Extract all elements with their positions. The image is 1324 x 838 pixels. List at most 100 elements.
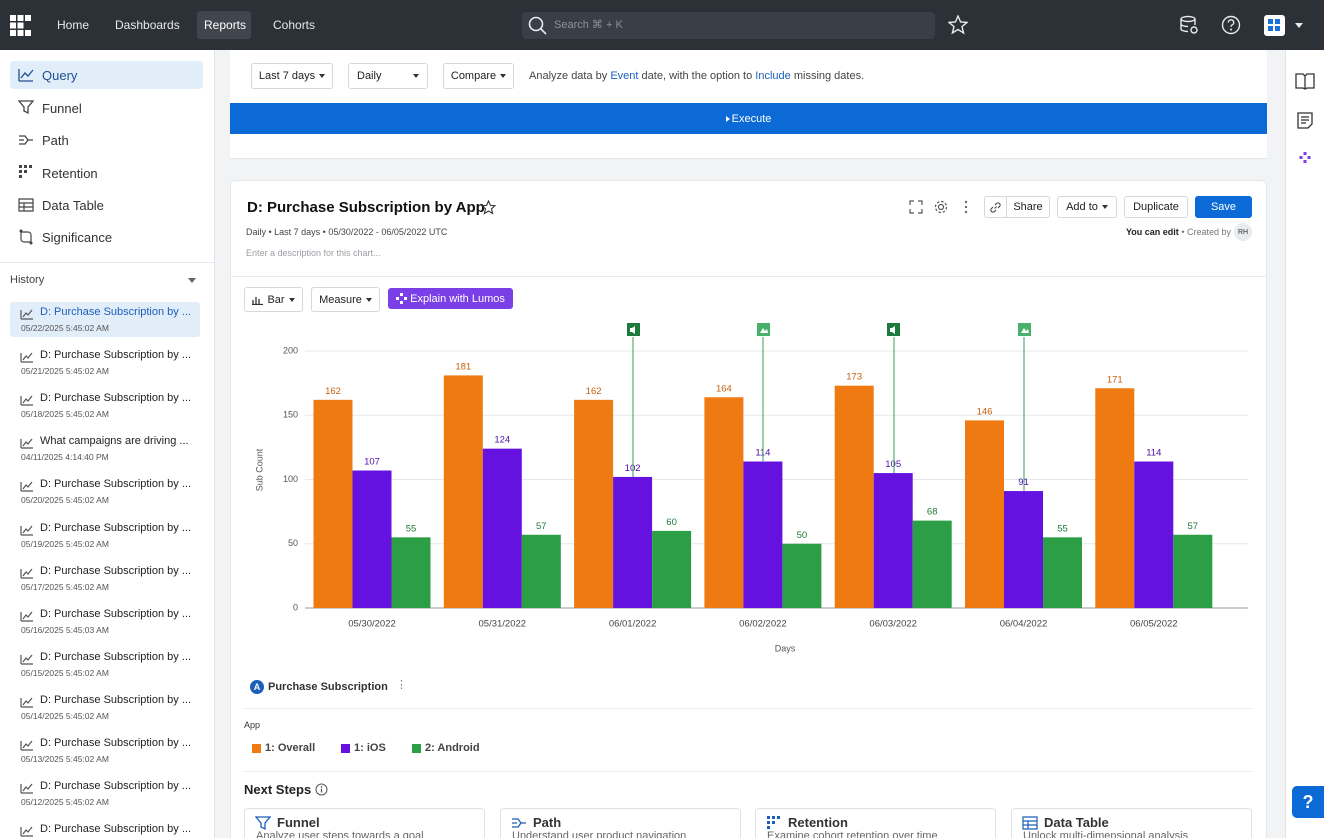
event-name[interactable]: Purchase Subscription <box>268 681 388 693</box>
card-text: Unlock multi-dimensional analysis <box>1023 830 1189 838</box>
legend-label[interactable]: 1: iOS <box>354 742 386 754</box>
history-title[interactable]: D: Purchase Subscription by ... <box>40 780 192 793</box>
bar <box>574 399 614 608</box>
history-title[interactable]: What campaigns are driving ... <box>40 435 189 448</box>
history-title[interactable]: D: Purchase Subscription by ... <box>40 564 192 577</box>
menu-item[interactable]: Retention <box>42 166 98 181</box>
compare-label: Compare <box>450 70 497 82</box>
favorite-icon[interactable] <box>948 15 968 35</box>
history-title[interactable]: D: Purchase Subscription by ... <box>40 521 192 534</box>
rail-icons[interactable] <box>1295 72 1315 172</box>
kebab-menu[interactable]: ⋮ <box>396 679 407 691</box>
bar-icon <box>252 296 264 305</box>
note-link[interactable]: Event <box>610 70 639 82</box>
favorite-icon[interactable] <box>481 200 496 215</box>
history-caret[interactable] <box>188 278 196 283</box>
next-step-card[interactable] <box>244 808 485 838</box>
search-box[interactable] <box>522 12 935 39</box>
range-dropdown[interactable]: Last 7 days <box>251 63 333 89</box>
data-label: 171 <box>1107 374 1123 385</box>
data-icon[interactable] <box>1179 15 1199 35</box>
card-icons[interactable] <box>908 199 974 215</box>
icon <box>18 100 34 115</box>
history-title[interactable]: D: Purchase Subscription by ... <box>40 693 192 706</box>
next-step-card[interactable] <box>755 808 996 838</box>
data-label: 173 <box>846 372 862 383</box>
menu-item[interactable]: Path <box>42 133 69 148</box>
history-title[interactable]: D: Purchase Subscription by ... <box>40 306 192 318</box>
measure-dropdown[interactable]: Measure <box>311 287 380 312</box>
duplicate-button[interactable]: Duplicate <box>1124 196 1188 218</box>
permission-line: You can edit • Created by <box>1126 228 1231 237</box>
menu-active <box>10 61 203 89</box>
nav-item[interactable]: Home <box>57 18 90 32</box>
button-label: Share <box>1013 201 1043 213</box>
app-caret[interactable] <box>1295 23 1303 28</box>
button-label: Add to <box>1066 201 1098 213</box>
data-label: 164 <box>716 383 732 394</box>
range-label: Last 7 days <box>258 70 316 82</box>
logo[interactable] <box>10 15 31 36</box>
history-date: 05/15/2025 5:45:02 AM <box>21 667 109 678</box>
legend-label[interactable]: 1: Overall <box>265 742 316 754</box>
nav-item[interactable]: Dashboards <box>115 18 180 32</box>
icon <box>255 816 271 831</box>
legend-label[interactable]: 2: Android <box>425 742 480 754</box>
menu-item[interactable]: Query <box>42 68 78 83</box>
nav-active <box>197 11 251 39</box>
button-label: Duplicate <box>1133 201 1179 213</box>
bar <box>834 385 874 608</box>
history-title[interactable]: D: Purchase Subscription by ... <box>40 650 192 663</box>
help-button[interactable]: ? <box>1292 786 1324 818</box>
chart-type-dropdown[interactable]: Bar <box>244 287 303 312</box>
nav-item[interactable]: Cohorts <box>273 18 316 32</box>
execute-button[interactable]: Execute <box>230 103 1267 134</box>
share-button[interactable]: Share <box>1006 196 1050 218</box>
note-text: missing dates. <box>793 70 865 82</box>
next-steps-title: Next Steps <box>244 782 312 797</box>
save-button[interactable]: Save <box>1195 196 1252 218</box>
divider <box>244 771 1252 772</box>
app-icon <box>1268 19 1280 31</box>
lumos-button[interactable]: Explain with Lumos <box>388 288 513 309</box>
history-title[interactable]: D: Purchase Subscription by ... <box>40 823 192 836</box>
add-to-button[interactable]: Add to <box>1057 196 1117 218</box>
link-button[interactable] <box>984 196 1007 218</box>
compare-dropdown[interactable]: Compare <box>443 63 514 89</box>
menu-item[interactable]: Significance <box>42 230 113 245</box>
help-icon[interactable] <box>1221 15 1241 35</box>
data-label: 55 <box>1057 523 1068 534</box>
history-date: 05/17/2025 5:45:02 AM <box>21 581 109 592</box>
history-title[interactable]: D: Purchase Subscription by ... <box>40 349 192 362</box>
data-label: 50 <box>797 530 808 541</box>
history-title[interactable]: D: Purchase Subscription by ... <box>40 478 192 491</box>
caret <box>365 297 372 302</box>
note-link[interactable]: Include <box>755 70 791 82</box>
history-title[interactable]: D: Purchase Subscription by ... <box>40 607 192 620</box>
nav-item[interactable]: Reports <box>204 18 247 32</box>
next-step-card[interactable] <box>1011 808 1252 838</box>
caret <box>500 74 507 78</box>
next-step-card[interactable] <box>500 808 741 838</box>
legend-swatch <box>412 744 421 753</box>
history-title[interactable]: D: Purchase Subscription by ... <box>40 737 192 749</box>
interval-dropdown[interactable]: Daily <box>348 63 428 89</box>
measure-label: Measure <box>319 293 362 306</box>
x-tick-label: 06/03/2022 <box>869 619 917 630</box>
group-by-label: App <box>244 720 261 730</box>
info-icon[interactable] <box>315 783 328 796</box>
created-by: • Created by <box>1181 227 1231 237</box>
y-tick-label: 150 <box>283 410 298 420</box>
card-title: Path <box>533 815 562 830</box>
note-text: Analyze data by <box>529 70 608 82</box>
history-title[interactable]: D: Purchase Subscription by ... <box>40 392 192 405</box>
report-description[interactable]: Enter a description for this chart... <box>246 248 381 258</box>
legend-swatch <box>252 744 261 753</box>
y-tick-label: 100 <box>283 474 298 484</box>
help-label: ? <box>1302 791 1314 812</box>
menu-item[interactable]: Funnel <box>42 101 82 116</box>
chart: Sub Count Days 0 50 100 150 200 05/30/2022 162… <box>254 345 1248 653</box>
bar <box>1095 388 1135 608</box>
menu-item[interactable]: Data Table <box>42 198 104 213</box>
